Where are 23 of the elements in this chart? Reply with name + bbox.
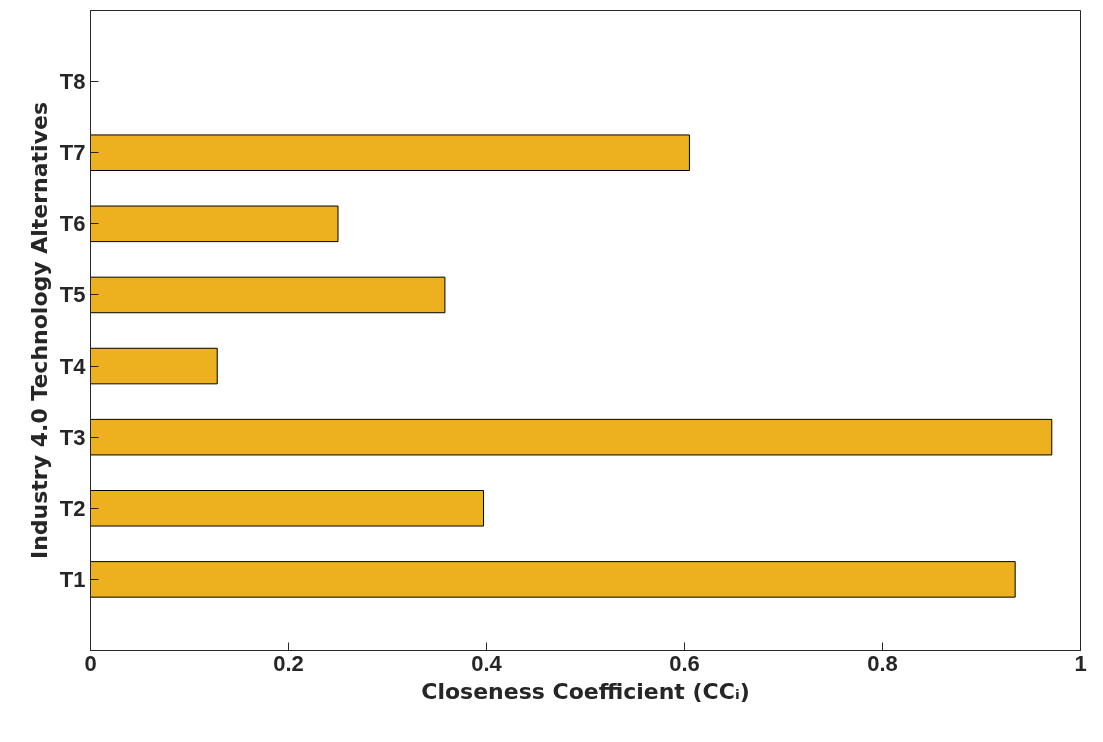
x-axis-title: Closeness Coefficient (CCᵢ) — [421, 678, 750, 704]
x-tick-label: 0.4 — [471, 650, 503, 676]
bar — [90, 561, 1016, 598]
bar — [90, 418, 1053, 456]
y-tick-label: T4 — [59, 353, 87, 379]
x-tick-label: 0.2 — [273, 650, 304, 676]
bar — [90, 490, 485, 527]
x-tick-label: 1 — [1074, 650, 1087, 676]
x-tick-label: 0.8 — [867, 650, 898, 676]
y-tick-label: T8 — [59, 69, 86, 95]
bar — [90, 134, 690, 171]
y-axis-title: Industry 4.0 Technology Alternatives — [26, 101, 52, 560]
bar — [90, 347, 218, 385]
x-tick-label: 0.6 — [669, 650, 700, 676]
y-tick-label: T2 — [59, 495, 86, 521]
y-tick-label: T6 — [59, 211, 86, 237]
y-tick-label: T7 — [59, 140, 86, 166]
bar — [90, 205, 339, 243]
y-tick-label: T5 — [59, 282, 86, 308]
y-tick-label: T1 — [59, 566, 86, 592]
bar — [90, 276, 446, 314]
x-tick-label: 0 — [84, 650, 97, 676]
y-tick-label: T3 — [59, 424, 86, 450]
